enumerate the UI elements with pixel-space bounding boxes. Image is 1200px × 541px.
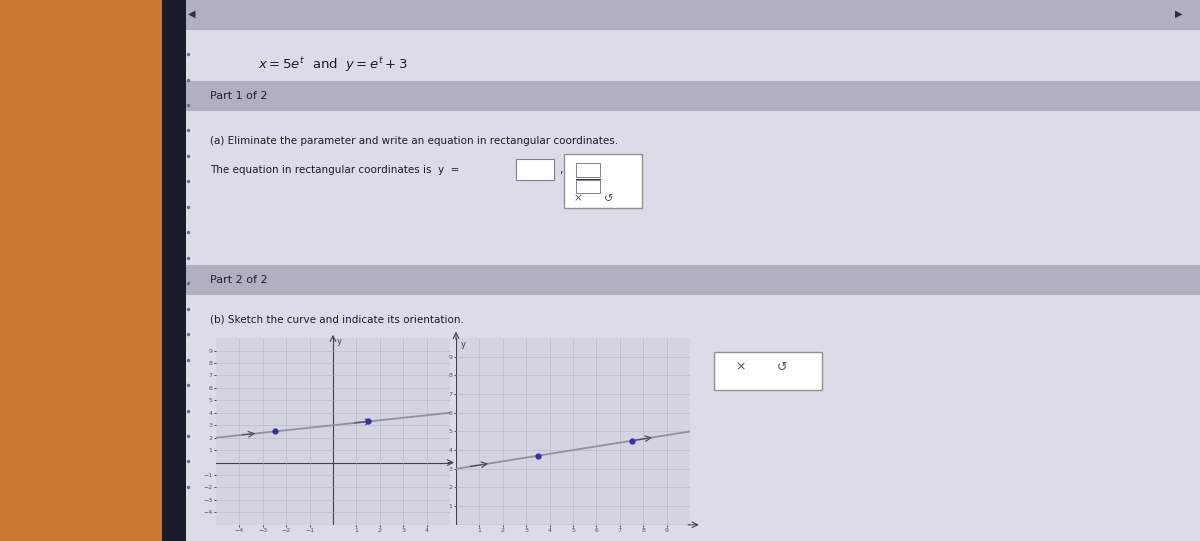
Text: ↺: ↺ bbox=[604, 194, 613, 204]
Text: , x > 0.: , x > 0. bbox=[560, 166, 599, 175]
Bar bbox=[186, 0, 1200, 30]
Text: ×: × bbox=[574, 194, 582, 204]
Text: ◀: ◀ bbox=[188, 9, 196, 18]
Text: Part 2 of 2: Part 2 of 2 bbox=[210, 275, 268, 285]
Bar bbox=[186, 265, 1200, 295]
Text: Part 1 of 2: Part 1 of 2 bbox=[210, 91, 268, 101]
Text: y: y bbox=[336, 338, 342, 346]
Bar bbox=[186, 0, 1200, 541]
Text: (a) Eliminate the parameter and write an equation in rectangular coordinates.: (a) Eliminate the parameter and write an… bbox=[210, 136, 618, 146]
Bar bbox=[564, 154, 642, 208]
Text: ▶: ▶ bbox=[1175, 9, 1182, 18]
Text: $x = 5e^t$  and  $y = e^t + 3$: $x = 5e^t$ and $y = e^t + 3$ bbox=[258, 56, 408, 74]
Bar bbox=[162, 0, 186, 541]
Bar bbox=[516, 159, 554, 180]
Text: ↺: ↺ bbox=[776, 361, 787, 374]
Text: ×: × bbox=[736, 361, 746, 374]
Bar bbox=[714, 352, 822, 390]
Text: (b) Sketch the curve and indicate its orientation.: (b) Sketch the curve and indicate its or… bbox=[210, 314, 464, 324]
Bar bbox=[186, 81, 1200, 111]
Bar bbox=[576, 163, 600, 177]
Text: The equation in rectangular coordinates is  y  =: The equation in rectangular coordinates … bbox=[210, 166, 460, 175]
Bar bbox=[576, 180, 600, 193]
Text: y: y bbox=[461, 340, 466, 349]
